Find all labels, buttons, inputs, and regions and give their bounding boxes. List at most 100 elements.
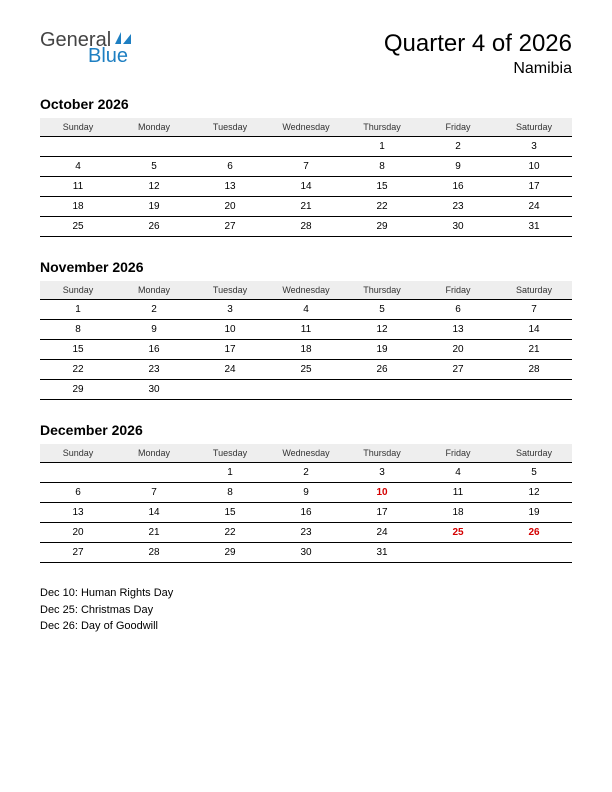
calendar-cell: 15 <box>344 177 420 197</box>
calendar-cell: 28 <box>268 217 344 237</box>
day-header: Wednesday <box>268 444 344 463</box>
calendar-cell: 29 <box>344 217 420 237</box>
day-header: Sunday <box>40 444 116 463</box>
calendar-row: 11121314151617 <box>40 177 572 197</box>
calendar-row: 891011121314 <box>40 320 572 340</box>
calendar-cell: 14 <box>496 320 572 340</box>
calendar-cell: 27 <box>192 217 268 237</box>
calendar-cell <box>116 137 192 157</box>
calendar-cell: 25 <box>268 360 344 380</box>
calendar-cell: 2 <box>268 463 344 483</box>
month-block: November 2026SundayMondayTuesdayWednesda… <box>40 259 572 400</box>
calendar-cell: 31 <box>496 217 572 237</box>
holiday-list: Dec 10: Human Rights DayDec 25: Christma… <box>40 585 572 635</box>
calendar-row: 20212223242526 <box>40 523 572 543</box>
calendar-cell: 29 <box>40 380 116 400</box>
calendar-cell: 11 <box>40 177 116 197</box>
calendar-cell: 8 <box>192 483 268 503</box>
calendar-cell: 13 <box>192 177 268 197</box>
calendar-cell: 19 <box>344 340 420 360</box>
calendar-row: 2728293031 <box>40 543 572 563</box>
months-container: October 2026SundayMondayTuesdayWednesday… <box>40 96 572 563</box>
calendar-cell: 19 <box>496 503 572 523</box>
calendar-cell: 4 <box>268 300 344 320</box>
month-title: December 2026 <box>40 422 572 438</box>
calendar-row: 12345 <box>40 463 572 483</box>
calendar-cell: 24 <box>192 360 268 380</box>
calendar-cell: 2 <box>420 137 496 157</box>
day-header: Friday <box>420 281 496 300</box>
calendar-cell: 25 <box>420 523 496 543</box>
calendar-cell: 1 <box>192 463 268 483</box>
calendar-cell: 13 <box>40 503 116 523</box>
calendar-cell: 9 <box>116 320 192 340</box>
calendar-cell: 9 <box>268 483 344 503</box>
calendar-cell: 15 <box>192 503 268 523</box>
month-block: October 2026 SundayMondayTuesdayWednesday… <box>40 96 572 237</box>
calendar-cell: 21 <box>496 340 572 360</box>
calendar-row: 123 <box>40 137 572 157</box>
calendar-table: SundayMondayTuesdayWednesdayThursdayFrid… <box>40 281 572 400</box>
calendar-cell: 27 <box>40 543 116 563</box>
calendar-cell: 23 <box>420 197 496 217</box>
calendar-cell <box>268 380 344 400</box>
logo-text-blue: Blue <box>88 46 133 66</box>
page-title: Quarter 4 of 2026 <box>384 30 572 58</box>
day-header: Tuesday <box>192 281 268 300</box>
calendar-cell: 15 <box>40 340 116 360</box>
calendar-cell: 19 <box>116 197 192 217</box>
page-subtitle: Namibia <box>384 60 572 78</box>
calendar-cell: 23 <box>268 523 344 543</box>
calendar-cell: 20 <box>40 523 116 543</box>
calendar-cell: 26 <box>344 360 420 380</box>
calendar-cell: 28 <box>116 543 192 563</box>
calendar-row: 2930 <box>40 380 572 400</box>
calendar-cell: 3 <box>496 137 572 157</box>
calendar-row: 25262728293031 <box>40 217 572 237</box>
calendar-cell: 1 <box>344 137 420 157</box>
calendar-cell: 21 <box>116 523 192 543</box>
holiday-entry: Dec 26: Day of Goodwill <box>40 618 572 635</box>
calendar-row: 6789101112 <box>40 483 572 503</box>
calendar-cell: 8 <box>40 320 116 340</box>
calendar-row: 45678910 <box>40 157 572 177</box>
calendar-cell: 1 <box>40 300 116 320</box>
title-block: Quarter 4 of 2026 Namibia <box>384 30 572 78</box>
calendar-cell <box>116 463 192 483</box>
day-header: Monday <box>116 118 192 137</box>
calendar-cell: 5 <box>116 157 192 177</box>
calendar-cell: 27 <box>420 360 496 380</box>
calendar-cell: 30 <box>268 543 344 563</box>
calendar-cell <box>40 463 116 483</box>
calendar-cell <box>496 380 572 400</box>
calendar-cell: 5 <box>344 300 420 320</box>
calendar-cell: 16 <box>420 177 496 197</box>
day-header: Sunday <box>40 281 116 300</box>
calendar-cell <box>344 380 420 400</box>
calendar-cell: 22 <box>40 360 116 380</box>
calendar-cell: 26 <box>496 523 572 543</box>
calendar-cell: 22 <box>344 197 420 217</box>
calendar-cell: 12 <box>116 177 192 197</box>
month-title: October 2026 <box>40 96 572 112</box>
holiday-entry: Dec 25: Christmas Day <box>40 602 572 619</box>
calendar-cell: 6 <box>420 300 496 320</box>
calendar-row: 18192021222324 <box>40 197 572 217</box>
day-header: Wednesday <box>268 281 344 300</box>
calendar-cell: 29 <box>192 543 268 563</box>
day-header: Friday <box>420 118 496 137</box>
calendar-cell <box>192 380 268 400</box>
calendar-cell: 18 <box>420 503 496 523</box>
calendar-row: 13141516171819 <box>40 503 572 523</box>
calendar-cell: 9 <box>420 157 496 177</box>
calendar-cell <box>40 137 116 157</box>
day-header: Saturday <box>496 118 572 137</box>
calendar-table: SundayMondayTuesdayWednesdayThursdayFrid… <box>40 118 572 237</box>
calendar-cell: 17 <box>192 340 268 360</box>
calendar-row: 1234567 <box>40 300 572 320</box>
calendar-cell: 14 <box>268 177 344 197</box>
calendar-cell: 3 <box>344 463 420 483</box>
calendar-cell: 18 <box>40 197 116 217</box>
calendar-cell: 14 <box>116 503 192 523</box>
calendar-cell <box>420 543 496 563</box>
